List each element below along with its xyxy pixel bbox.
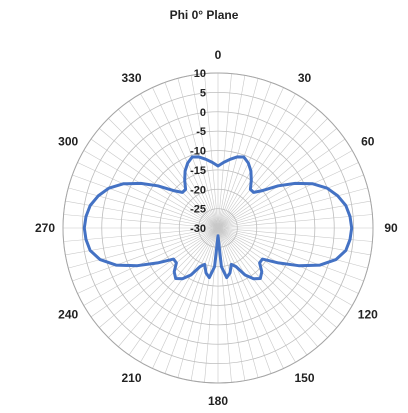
radial-tick-label: -5 [196,126,206,138]
series-layer [82,155,354,281]
angle-tick-label: 300 [58,135,78,149]
angle-tick-label: 180 [208,394,228,408]
angle-tick-label: 60 [361,135,375,149]
angle-tick-label: 30 [298,71,312,85]
grid-ring [159,169,277,287]
angle-tick-label: 330 [121,71,141,85]
angle-tick-label: 90 [384,221,398,235]
angle-tick-label: 240 [58,308,78,322]
radial-tick-label: 10 [194,68,206,80]
series-line [82,155,354,281]
grid-ring [81,91,355,365]
chart-title: Phi 0° Plane [169,8,239,22]
grid-ring [120,130,316,326]
grid-ring [101,111,335,345]
polar-grid [62,72,374,384]
angle-tick-label: 0 [215,48,222,62]
angle-tick-label: 270 [35,221,55,235]
grid-ring [178,188,258,268]
angle-tick-label: 150 [294,371,314,385]
radial-tick-label: 5 [200,87,206,99]
radial-tick-label: 0 [200,107,206,119]
grid-ring [140,150,296,306]
radial-tick-label: -15 [190,165,206,177]
axis-labels: 0 30 60 90 120 150 180 210 240 270 300 330 10 5 0 -5 -10… [35,48,398,408]
radial-tick-label: -30 [190,223,206,235]
radial-tick-label: -20 [190,184,206,196]
radial-tick-label: -25 [190,204,206,216]
angle-tick-label: 210 [121,371,141,385]
angle-tick-label: 120 [358,308,378,322]
radial-tick-label: -10 [190,146,206,158]
grid-outer-ring [62,72,374,384]
